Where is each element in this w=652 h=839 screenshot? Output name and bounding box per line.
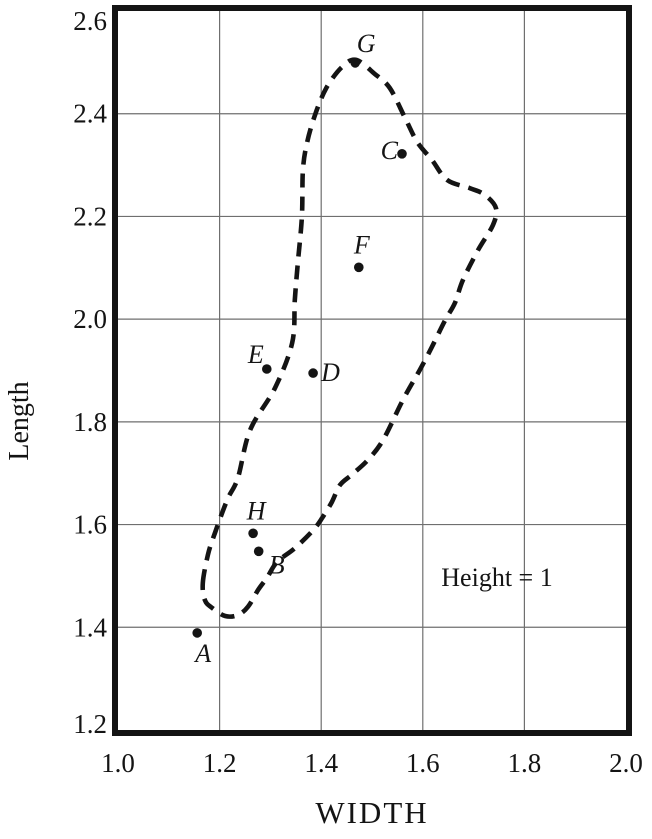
height-annotation: Height = 1 bbox=[441, 563, 553, 592]
point-label-e: E bbox=[247, 340, 264, 369]
point-label-h: H bbox=[246, 496, 267, 525]
y-tick-label: 2.2 bbox=[73, 201, 107, 231]
x-tick-label: 1.0 bbox=[101, 748, 135, 778]
data-point-g bbox=[350, 58, 361, 68]
x-tick-label: 1.2 bbox=[203, 748, 237, 778]
point-label-d: D bbox=[320, 358, 340, 387]
data-point-h bbox=[248, 528, 258, 539]
y-tick-label: 1.2 bbox=[73, 709, 107, 739]
y-tick-label: 1.6 bbox=[73, 510, 107, 540]
y-tick-label: 1.8 bbox=[73, 407, 107, 437]
point-label-g: G bbox=[357, 29, 376, 58]
point-label-f: F bbox=[353, 230, 371, 259]
point-label-a: A bbox=[193, 639, 211, 668]
x-tick-label: 1.8 bbox=[508, 748, 542, 778]
data-point-b bbox=[253, 546, 264, 557]
point-label-c: C bbox=[381, 136, 399, 165]
data-point-e bbox=[262, 364, 272, 374]
data-point-f bbox=[354, 262, 364, 273]
y-axis-title: Length bbox=[4, 381, 35, 461]
x-tick-label: 1.4 bbox=[304, 748, 338, 778]
y-tick-label: 2.4 bbox=[73, 99, 107, 129]
plot-border bbox=[112, 5, 632, 736]
data-point-c bbox=[397, 149, 407, 159]
y-tick-label: 2.0 bbox=[73, 304, 107, 334]
x-tick-label: 2.0 bbox=[609, 748, 643, 778]
x-tick-label: 1.6 bbox=[406, 748, 440, 778]
point-label-b: B bbox=[269, 550, 285, 579]
data-point-d bbox=[308, 368, 318, 378]
data-point-a bbox=[192, 628, 202, 638]
dashed-contour bbox=[200, 57, 499, 619]
x-axis-title: WIDTH bbox=[315, 795, 429, 830]
y-tick-label: 1.4 bbox=[73, 612, 107, 642]
y-tick-label: 2.6 bbox=[73, 6, 107, 36]
